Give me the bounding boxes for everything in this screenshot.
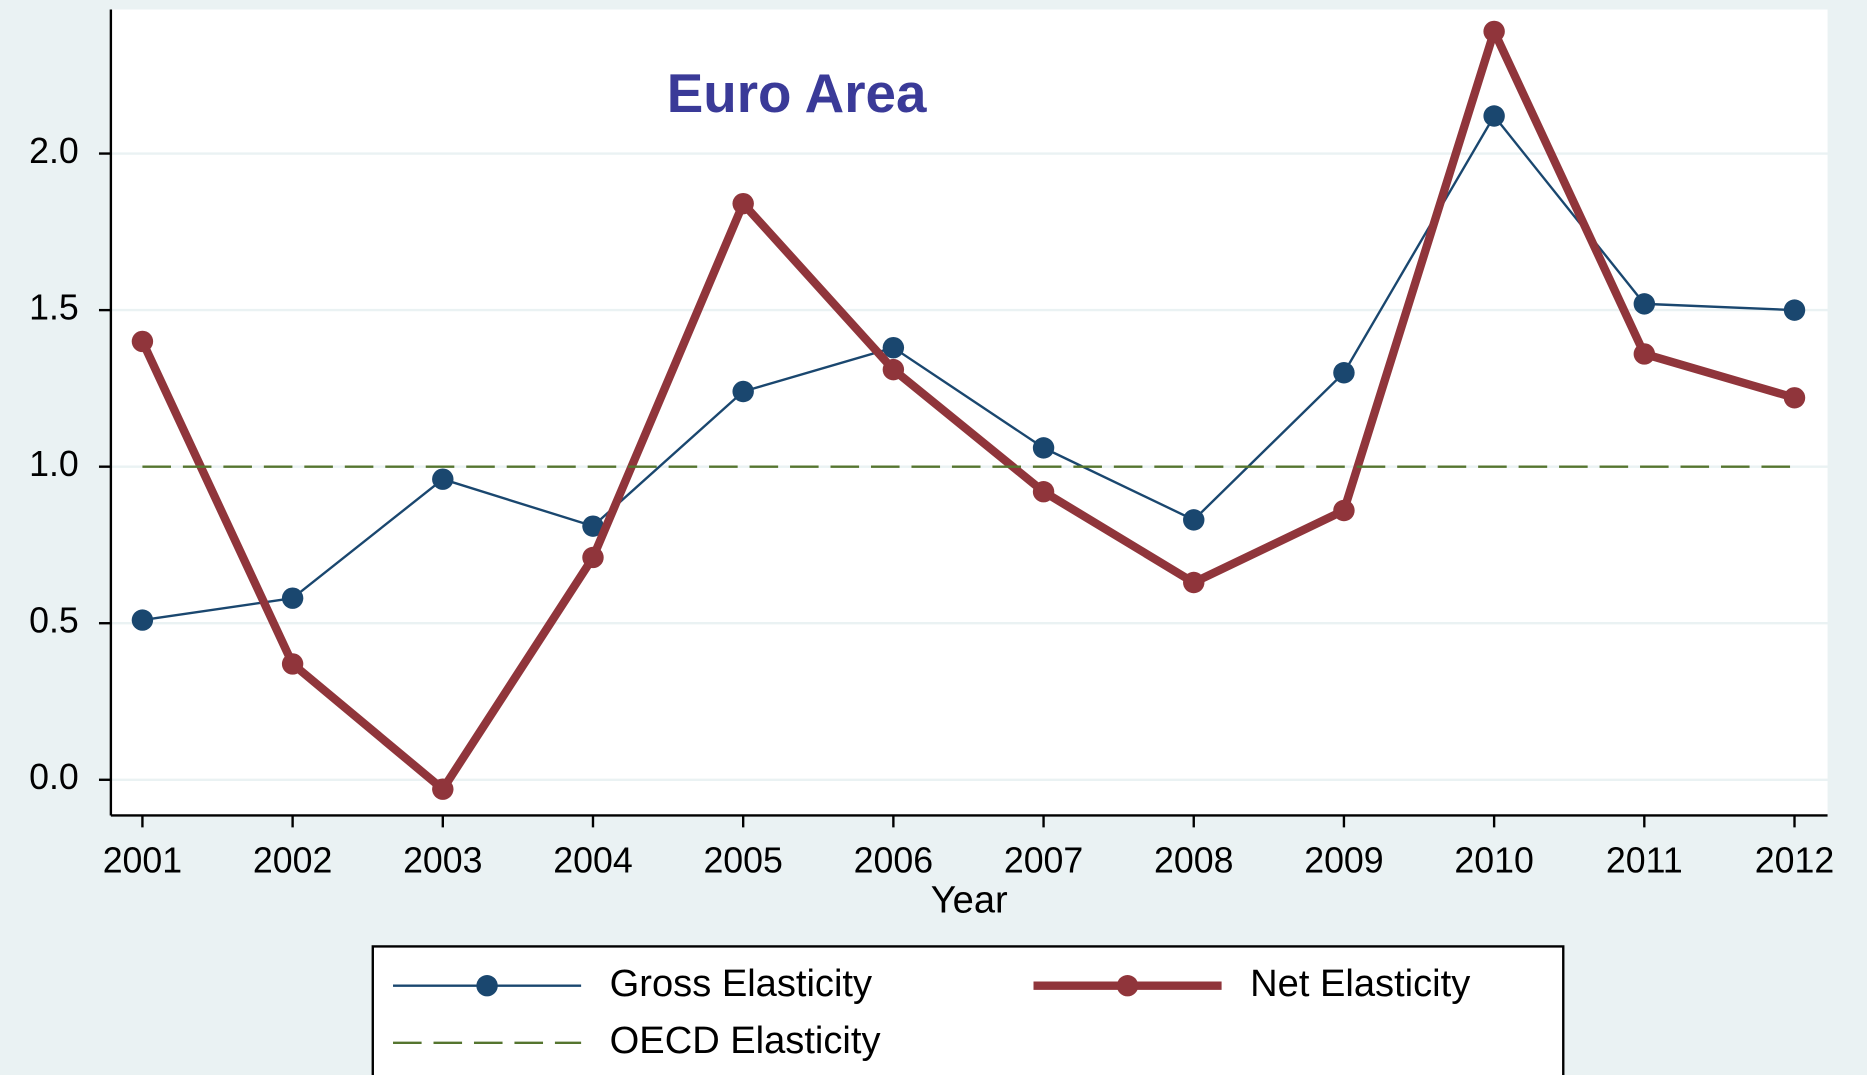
x-tick-label: 2009	[1304, 841, 1383, 881]
legend-marker	[1116, 975, 1139, 997]
marker	[1183, 571, 1205, 594]
series-line	[142, 114, 1795, 622]
legend-label: OECD Elasticity	[610, 1020, 881, 1062]
marker	[1783, 387, 1806, 409]
series-line	[138, 27, 1796, 794]
x-tick-label: 2008	[1154, 841, 1233, 881]
marker	[432, 778, 454, 800]
legend-label: Net Elasticity	[1250, 963, 1470, 1005]
marker	[1783, 299, 1806, 321]
y-tick-label: 2.0	[29, 131, 79, 171]
marker	[1032, 481, 1055, 503]
x-axis-label: Year	[931, 879, 1008, 921]
marker	[1183, 509, 1205, 531]
x-tick-label: 2005	[703, 841, 782, 881]
marker	[281, 653, 304, 675]
marker	[582, 515, 604, 537]
y-tick-label: 1.0	[29, 444, 79, 484]
legend-marker	[476, 975, 498, 997]
legend	[371, 945, 1565, 1075]
x-tick-label: 2011	[1606, 841, 1683, 881]
marker	[732, 380, 754, 403]
marker	[732, 192, 754, 215]
x-tick-label: 2004	[553, 841, 632, 881]
marker	[582, 546, 604, 569]
x-tick-label: 2010	[1454, 841, 1533, 881]
marker	[1333, 499, 1355, 522]
marker	[882, 358, 905, 381]
marker	[432, 468, 454, 490]
x-tick-label: 2003	[403, 841, 482, 881]
x-tick-label: 2001	[103, 841, 182, 881]
marker	[1483, 20, 1505, 43]
y-tick-label: 0.5	[29, 601, 79, 641]
legend-label: Gross Elasticity	[610, 963, 872, 1005]
y-tick-label: 1.5	[29, 288, 79, 328]
y-tick-label: 0.0	[29, 757, 79, 797]
plot-area	[110, 9, 1828, 816]
marker	[1333, 362, 1355, 384]
marker	[1633, 343, 1656, 365]
marker	[882, 336, 905, 359]
x-tick-label: 2006	[854, 841, 933, 881]
chart-title: Euro Area	[667, 62, 927, 124]
marker	[131, 330, 154, 353]
x-tick-label: 2002	[253, 841, 332, 881]
x-tick-label: 2012	[1755, 841, 1834, 881]
marker	[1032, 437, 1055, 459]
marker	[1483, 105, 1505, 127]
marker	[1633, 293, 1656, 315]
marker	[281, 587, 304, 609]
x-tick-label: 2007	[1004, 841, 1083, 881]
marker	[131, 609, 154, 631]
